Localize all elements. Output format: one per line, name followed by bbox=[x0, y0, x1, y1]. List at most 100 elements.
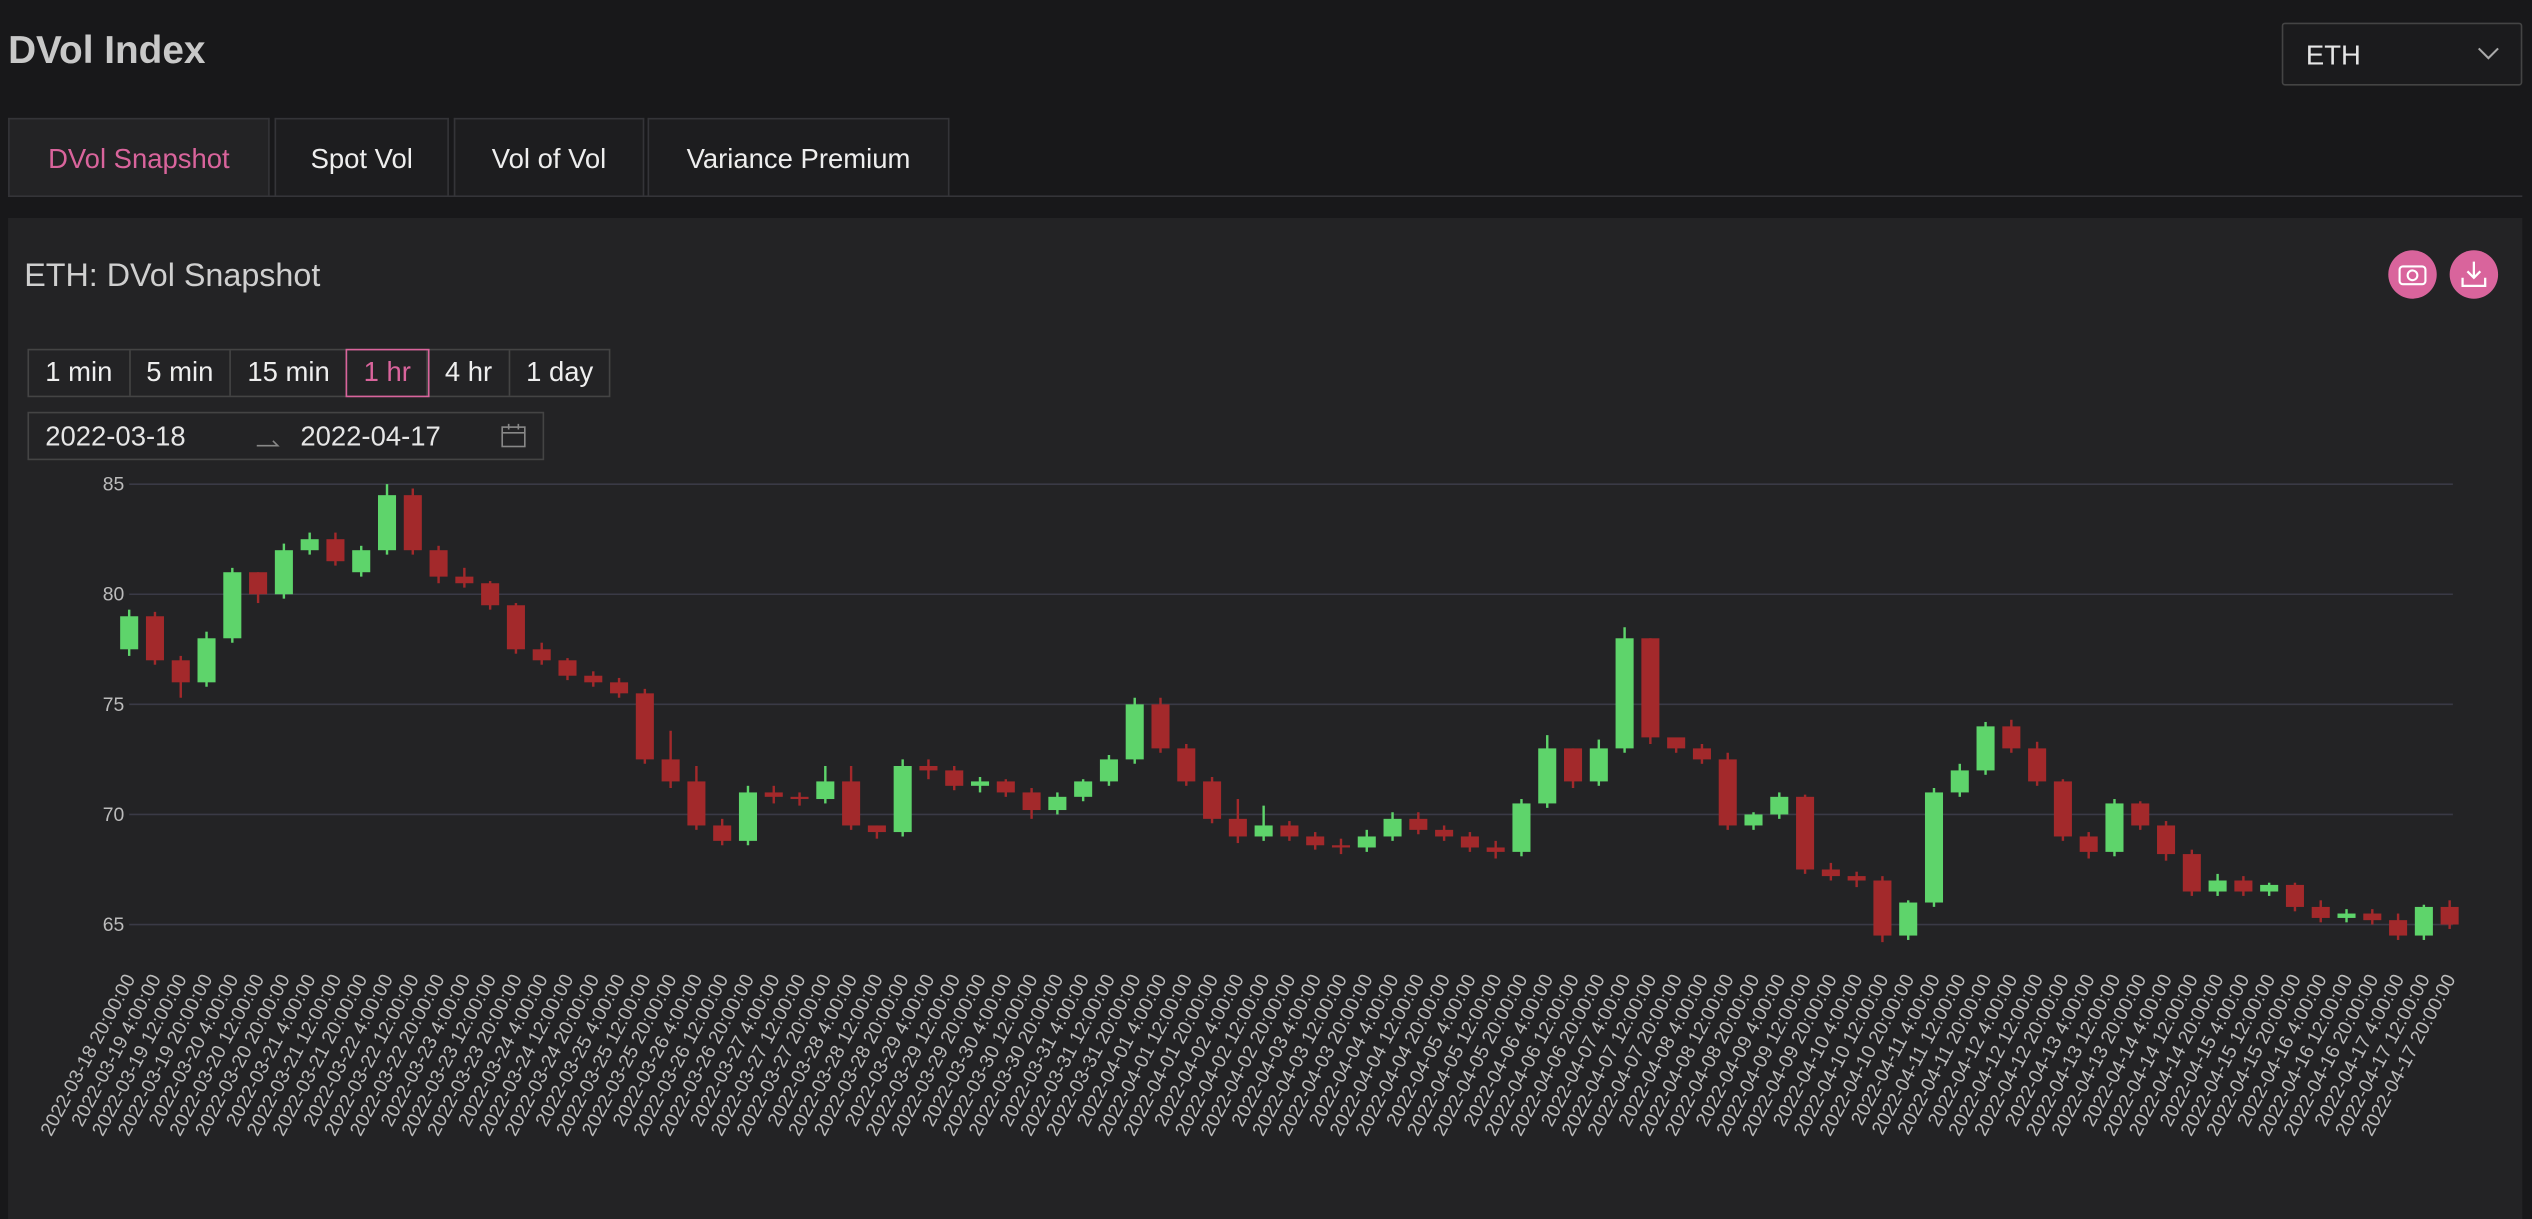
candle-body bbox=[970, 781, 990, 786]
download-button[interactable] bbox=[2449, 250, 2499, 299]
candle-body bbox=[145, 616, 164, 661]
candle-body bbox=[1641, 638, 1660, 738]
candle-body bbox=[1254, 825, 1273, 837]
candle-body bbox=[2260, 884, 2279, 892]
interval-button[interactable]: 5 min bbox=[130, 350, 232, 396]
candle-body bbox=[842, 781, 861, 826]
candle-body bbox=[1486, 847, 1505, 852]
candle-body bbox=[2234, 880, 2253, 892]
candle-body bbox=[429, 550, 448, 577]
candle-body bbox=[403, 495, 422, 551]
asset-value: ETH bbox=[2305, 40, 2361, 72]
candle-body bbox=[2131, 803, 2150, 826]
tab-divider bbox=[8, 195, 2523, 198]
chart-title: ETH: DVol Snapshot bbox=[24, 257, 320, 293]
candle-body bbox=[2389, 920, 2408, 936]
candle-body bbox=[2079, 836, 2098, 852]
candle-body bbox=[2053, 781, 2072, 837]
tab[interactable]: Spot Vol bbox=[274, 117, 449, 198]
candle-body bbox=[1048, 796, 1067, 811]
candle-body bbox=[1692, 748, 1711, 760]
y-tick-label: 80 bbox=[103, 584, 125, 606]
candle-body bbox=[1177, 748, 1196, 782]
date-to: 2022-04-17 bbox=[300, 421, 441, 453]
candle-body bbox=[893, 766, 912, 833]
candle-body bbox=[2028, 748, 2047, 782]
candle-body bbox=[1564, 748, 1583, 782]
y-tick-label: 70 bbox=[103, 804, 125, 826]
interval-button[interactable]: 1 day bbox=[526, 356, 594, 388]
candle-body bbox=[1744, 814, 1763, 826]
candle-body bbox=[1151, 704, 1170, 749]
candle-body bbox=[1099, 759, 1118, 782]
interval-button[interactable]: 4 hr bbox=[429, 350, 510, 396]
candle-body bbox=[1770, 796, 1789, 815]
candle-body bbox=[2105, 803, 2124, 852]
candle-body bbox=[1125, 704, 1144, 760]
candle-body bbox=[506, 605, 525, 650]
asset-select[interactable]: ETH bbox=[2281, 22, 2523, 86]
candle-body bbox=[1796, 796, 1815, 870]
candle-body bbox=[1667, 737, 1686, 749]
candle-body bbox=[1435, 829, 1454, 837]
candle-body bbox=[532, 649, 551, 661]
candle-body bbox=[610, 682, 629, 694]
interval-button[interactable]: 15 min bbox=[231, 350, 348, 396]
range-arrow bbox=[256, 440, 280, 447]
candle-body bbox=[2337, 913, 2356, 918]
tab[interactable]: Vol of Vol bbox=[453, 117, 645, 198]
candle-body bbox=[1924, 792, 1944, 903]
y-tick-label: 75 bbox=[103, 694, 125, 716]
candle-body bbox=[1718, 759, 1737, 826]
candle-body bbox=[1306, 836, 1325, 846]
date-range[interactable]: 2022-03-18 2022-04-17 bbox=[27, 411, 545, 461]
candle-body bbox=[2002, 726, 2021, 749]
candle-body bbox=[300, 539, 319, 551]
candle-body bbox=[2157, 825, 2176, 855]
candle-body bbox=[1074, 781, 1093, 797]
candle-body bbox=[1357, 836, 1376, 848]
calendar-icon bbox=[501, 423, 526, 448]
candle-body bbox=[867, 825, 886, 833]
candle-body bbox=[816, 781, 835, 800]
candle-body bbox=[945, 770, 964, 786]
candle-body bbox=[2440, 906, 2459, 925]
candle-body bbox=[661, 759, 680, 782]
candle-body bbox=[481, 583, 500, 606]
candle-body bbox=[996, 781, 1015, 793]
candle-body bbox=[1228, 818, 1247, 837]
candle-body bbox=[713, 825, 732, 841]
candle-body bbox=[1022, 792, 1041, 811]
interval-button[interactable]: 1 min bbox=[29, 350, 131, 396]
candle-body bbox=[352, 550, 371, 573]
candle-body bbox=[687, 781, 706, 826]
camera-button[interactable] bbox=[2388, 250, 2437, 299]
candle-body bbox=[738, 792, 757, 841]
y-tick-label: 85 bbox=[103, 474, 125, 496]
candle-body bbox=[1512, 803, 1531, 852]
candle-body bbox=[2363, 913, 2382, 921]
candle-body bbox=[274, 550, 293, 595]
candle-body bbox=[635, 693, 654, 760]
candle-body bbox=[120, 616, 139, 650]
interval-button[interactable]: 1 hr bbox=[345, 348, 431, 398]
candle-body bbox=[1873, 880, 1892, 936]
candle-body bbox=[558, 660, 577, 676]
candle-body bbox=[1383, 818, 1402, 837]
candle-body bbox=[2208, 880, 2227, 892]
candle-body bbox=[2414, 906, 2433, 936]
candle-body bbox=[764, 792, 783, 797]
candle-body bbox=[790, 796, 809, 800]
candle-body bbox=[377, 495, 397, 551]
candle-body bbox=[1409, 818, 1428, 830]
candle-body bbox=[223, 572, 242, 639]
candle-body bbox=[1331, 845, 1351, 848]
candle-body bbox=[1976, 726, 1995, 771]
tab[interactable]: Variance Premium bbox=[647, 117, 950, 198]
tab[interactable]: DVol Snapshot bbox=[8, 117, 270, 198]
candle-body bbox=[326, 539, 345, 562]
candle-body bbox=[919, 766, 938, 771]
candle-body bbox=[455, 576, 474, 584]
candle-body bbox=[1203, 781, 1222, 819]
candle-body bbox=[584, 675, 603, 683]
